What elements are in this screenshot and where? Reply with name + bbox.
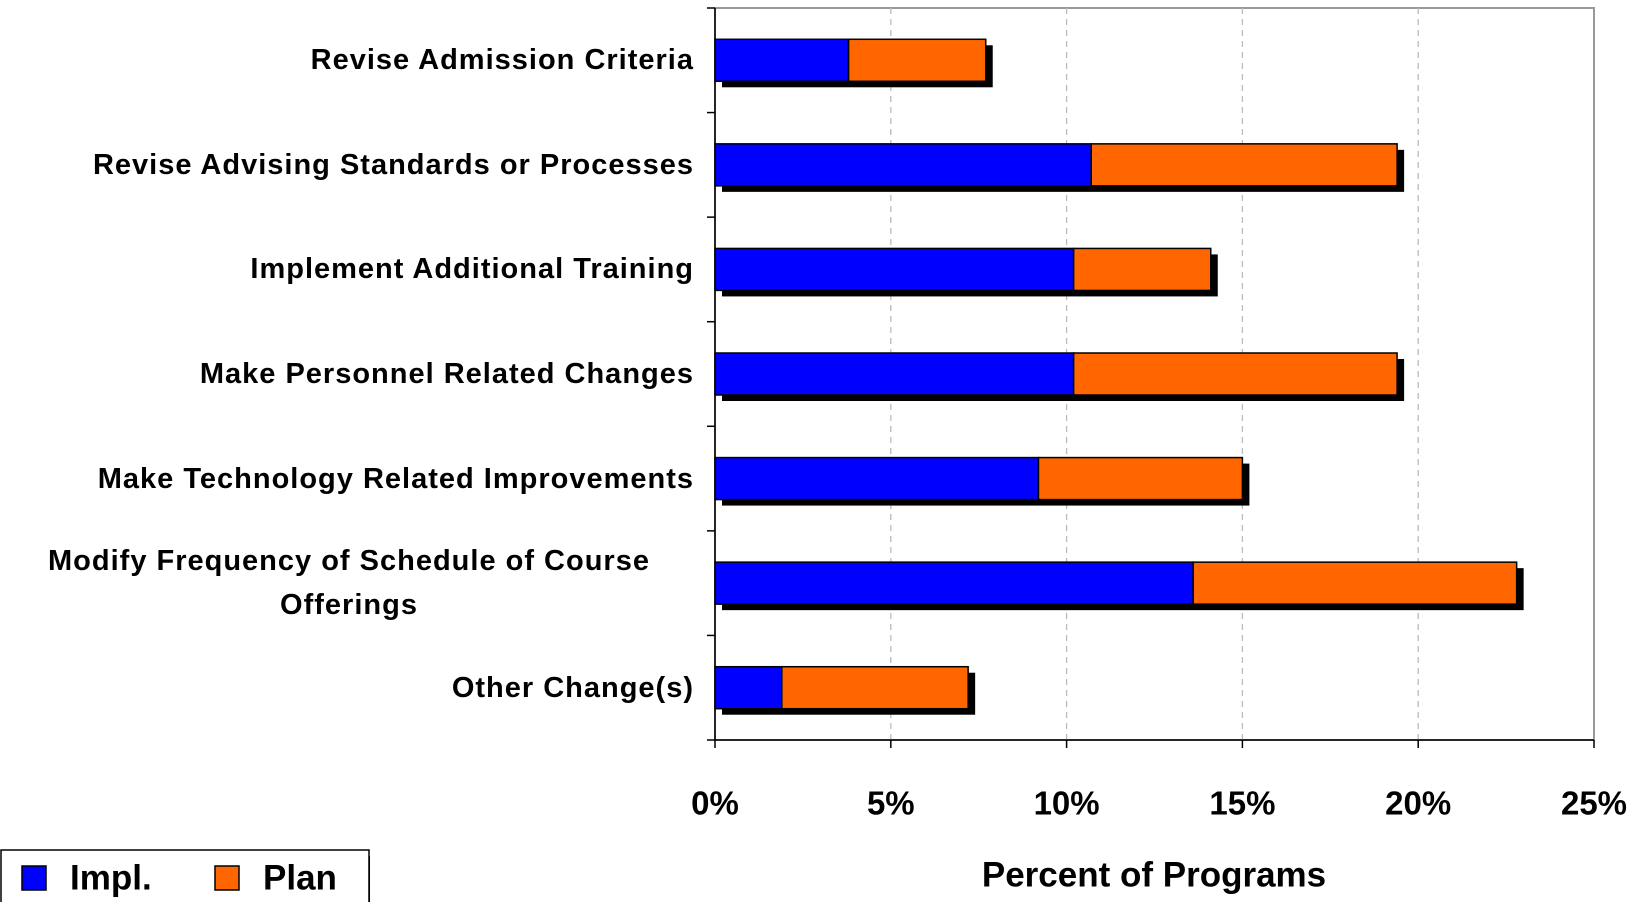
- bar: [714, 665, 783, 710]
- x-tick-label: 15%: [1209, 785, 1275, 822]
- y-tick-label: Make Personnel Related Changes: [199, 358, 694, 390]
- y-tick-label: Modify Frequency of Schedule of Course O…: [48, 545, 650, 622]
- category-label-box: Implement Additional Training: [4, 247, 694, 291]
- bar: [847, 38, 987, 83]
- legend-swatch: [214, 865, 240, 891]
- bar: [714, 143, 1092, 187]
- bar: [1072, 352, 1398, 396]
- x-tick-label: 25%: [1561, 785, 1627, 822]
- legend-label: Impl.: [70, 858, 152, 897]
- category-label-box: Make Technology Related Improvements: [4, 457, 694, 501]
- y-tick-label: Make Technology Related Improvements: [97, 462, 694, 495]
- y-tick-label: Other Change(s): [451, 671, 694, 704]
- x-tick-label: 5%: [867, 785, 915, 822]
- category-label-box: Other Change(s): [4, 666, 694, 710]
- bar: [1072, 247, 1212, 292]
- x-tick-label: 20%: [1385, 785, 1451, 822]
- category-label-box: Revise Admission Criteria: [4, 38, 694, 82]
- bar: [1090, 143, 1398, 187]
- x-axis-title: Percent of Programs: [982, 855, 1326, 894]
- category-label-box: Make Personnel Related Changes: [4, 352, 694, 396]
- bar: [1037, 456, 1244, 501]
- bar: [714, 561, 1194, 605]
- bar: [714, 352, 1075, 396]
- legend-label: Plan: [263, 858, 337, 897]
- category-label-box: Revise Advising Standards or Processes: [4, 143, 694, 187]
- x-tick-label: 10%: [1034, 785, 1100, 822]
- bar: [714, 456, 1040, 501]
- bar: [1192, 561, 1518, 605]
- legend-swatch: [21, 865, 47, 891]
- bar: [714, 247, 1075, 292]
- legend-box: [0, 849, 370, 902]
- bar: [781, 665, 969, 710]
- x-tick-label: 0%: [691, 785, 739, 822]
- y-tick-label: Implement Additional Training: [250, 253, 694, 286]
- y-tick-label: Revise Admission Criteria: [310, 44, 694, 77]
- category-label-box: Modify Frequency of Schedule of Course O…: [4, 539, 694, 627]
- bar: [714, 38, 850, 83]
- y-tick-label: Revise Advising Standards or Processes: [92, 148, 694, 181]
